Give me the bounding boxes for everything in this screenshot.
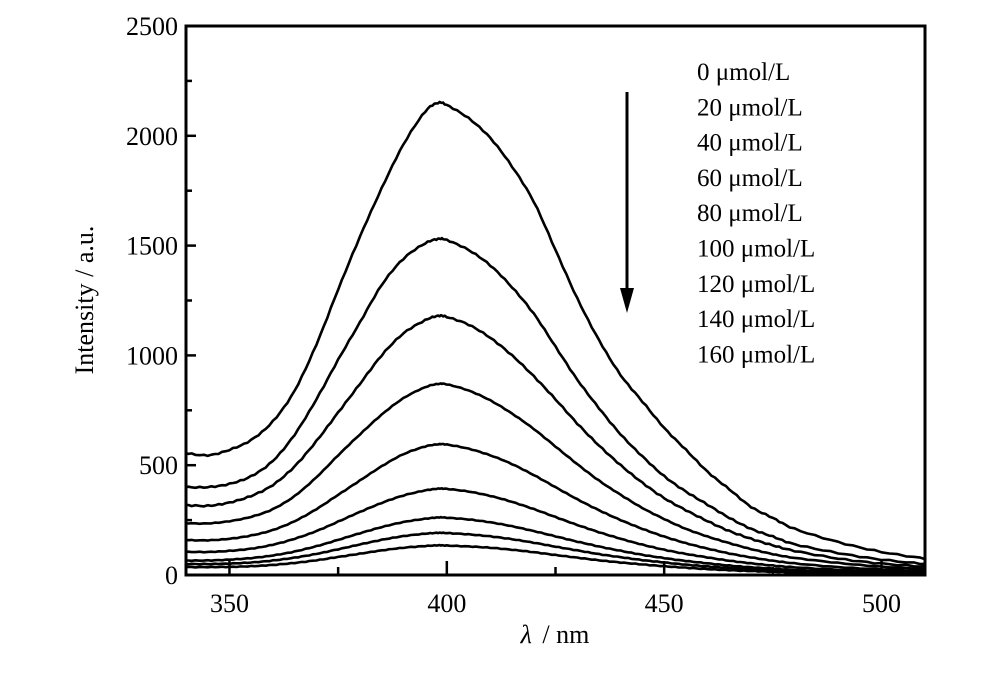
x-tick-label: 400 [427, 589, 466, 618]
y-tick-label: 2500 [126, 12, 178, 41]
series-line-160-umol [185, 543, 925, 576]
tick-label-layer: 350 400 450 500 0 500 1000 1500 2000 2500 [126, 12, 901, 618]
x-tick-label: 450 [645, 589, 684, 618]
legend-entry: 160 μmol/L [697, 341, 815, 368]
legend-entry: 60 μmol/L [697, 165, 803, 192]
x-tick-label: 350 [210, 589, 249, 618]
arrow-head [620, 288, 634, 313]
x-axis-symbol: λ [520, 620, 532, 649]
y-axis-title: Intensity / a.u. [70, 226, 99, 375]
y-tick-label: 500 [139, 451, 178, 480]
legend-entry: 120 μmol/L [697, 271, 815, 298]
series-line-40-umol [185, 313, 926, 568]
x-tick-label: 500 [862, 589, 901, 618]
legend-entry: 100 μmol/L [697, 236, 815, 263]
y-tick-label: 2000 [126, 122, 178, 151]
series-line-140-umol [185, 531, 926, 575]
decrease-arrow-icon [620, 92, 634, 313]
series-line-20-umol [185, 236, 926, 566]
series-line-120-umol [186, 515, 925, 575]
legend-entry: 40 μmol/L [697, 130, 803, 157]
tick-layer [186, 24, 883, 577]
x-axis-unit: / nm [542, 620, 589, 649]
plot-frame [184, 24, 927, 577]
x-axis-title: λ / nm [520, 620, 590, 649]
legend-entry: 0 μmol/L [697, 59, 790, 86]
series-line-100-umol [185, 487, 926, 574]
series-line-60-umol [185, 382, 926, 571]
series-line-80-umol [185, 442, 926, 573]
y-tick-label: 0 [165, 561, 178, 590]
y-tick-label: 1500 [126, 232, 178, 261]
legend: 0 μmol/L 20 μmol/L 40 μmol/L 60 μmol/L 80 μm… [697, 59, 815, 368]
series-line-0-umol [185, 100, 926, 561]
legend-entry: 80 μmol/L [697, 200, 803, 227]
legend-entry: 140 μmol/L [697, 306, 815, 333]
series-layer [185, 100, 926, 576]
y-tick-label: 1000 [126, 341, 178, 370]
legend-entry: 20 μmol/L [697, 94, 803, 121]
